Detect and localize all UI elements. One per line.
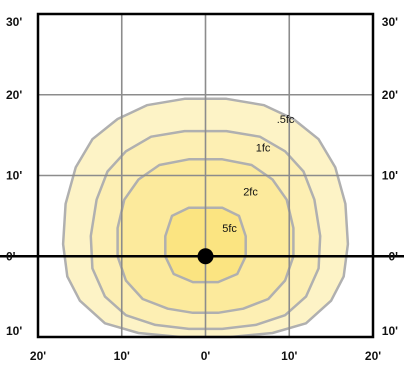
grid-layer xyxy=(0,12,404,339)
y-tick-label-left: 10' xyxy=(6,169,22,183)
y-tick-label-right: 10' xyxy=(382,324,398,338)
y-tick-label-right: 30' xyxy=(382,15,398,29)
y-tick-label-left: 0' xyxy=(6,249,16,263)
x-tick-label: 10' xyxy=(281,349,297,363)
tick-label-layer: 20' 10' 0' 10' 20'10' 10'0' 0'10' 10'20' 20'30' 3… xyxy=(6,15,398,363)
x-tick-label: 0' xyxy=(201,349,211,363)
contour-label-layer: .5fc 1fc 2fc 5fc xyxy=(222,114,295,235)
y-tick-label-left: 20' xyxy=(6,88,22,102)
x-tick-label: 20' xyxy=(365,349,381,363)
y-tick-label-left: 10' xyxy=(6,324,22,338)
contour-label: 1fc xyxy=(256,142,271,154)
y-tick-label-right: 10' xyxy=(382,169,398,183)
fixture-marker xyxy=(197,248,214,265)
x-tick-label: 10' xyxy=(114,349,130,363)
x-tick-label: 20' xyxy=(30,349,46,363)
y-tick-label-right: 20' xyxy=(382,88,398,102)
y-tick-label-right: 0' xyxy=(388,249,398,263)
plot-frame xyxy=(36,12,375,339)
contour-label: .5fc xyxy=(277,114,295,126)
contour-label: 5fc xyxy=(222,223,237,235)
y-tick-label-left: 30' xyxy=(6,15,22,29)
contour-label: 2fc xyxy=(243,187,258,199)
